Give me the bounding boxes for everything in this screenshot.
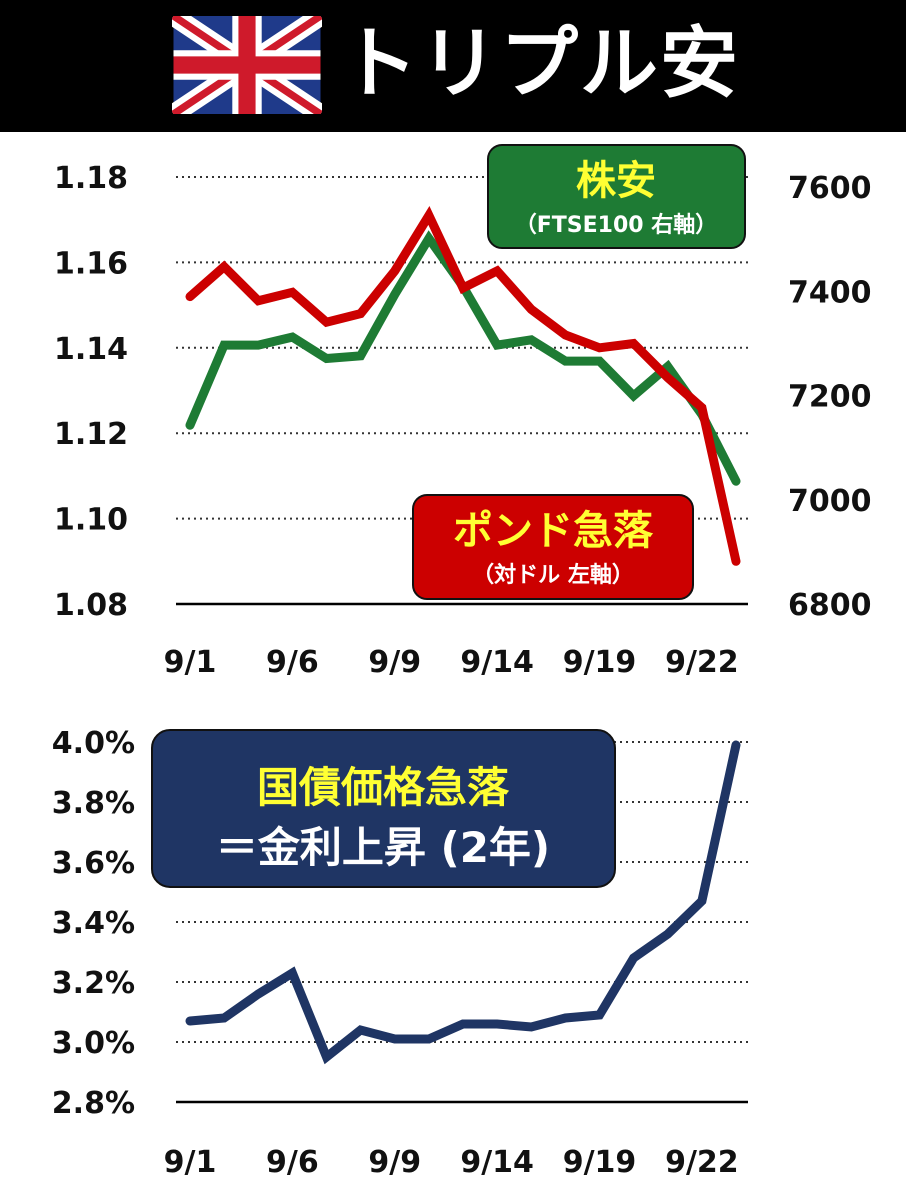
- pound-label-title: ポンド急落: [453, 508, 654, 554]
- x-tick-label: 9/1: [164, 645, 217, 680]
- x-tick-label: 9/9: [368, 645, 421, 680]
- y-tick-label: 4.0%: [52, 726, 135, 761]
- x-tick-label: 9/22: [665, 1145, 739, 1180]
- y-right-tick-label: 6800: [788, 588, 872, 623]
- y-left-tick-label: 1.14: [54, 332, 128, 367]
- y-tick-label: 3.8%: [52, 786, 135, 821]
- x-tick-label: 9/6: [266, 645, 319, 680]
- header-bar: トリプル安: [0, 0, 906, 132]
- y-left-tick-label: 1.18: [54, 161, 128, 196]
- y-tick-label: 3.6%: [52, 846, 135, 881]
- y-tick-label: 3.4%: [52, 906, 135, 941]
- x-tick-label: 9/6: [266, 1145, 319, 1180]
- y-tick-label: 3.0%: [52, 1026, 135, 1061]
- yield-label-line1: 国債価格急落: [257, 763, 510, 812]
- pound-label-sub: （対ドル 左軸）: [472, 562, 634, 588]
- pound-label-box: [412, 494, 694, 600]
- y-right-tick-label: 7000: [788, 484, 872, 519]
- stocks-label-box: [487, 144, 746, 249]
- stocks-label-title: 株安: [576, 158, 656, 204]
- y-right-tick-label: 7200: [788, 380, 872, 415]
- x-tick-label: 9/9: [368, 1145, 421, 1180]
- y-left-tick-label: 1.16: [54, 246, 128, 281]
- page-title: トリプル安: [340, 19, 741, 109]
- x-tick-label: 9/1: [164, 1145, 217, 1180]
- x-tick-label: 9/14: [460, 1145, 534, 1180]
- yield-label-line2: ＝金利上昇 (2年): [216, 823, 550, 872]
- y-left-tick-label: 1.12: [54, 417, 128, 452]
- yield-label-box: [151, 729, 616, 888]
- x-tick-label: 9/14: [460, 645, 534, 680]
- x-tick-label: 9/19: [563, 1145, 637, 1180]
- y-tick-label: 3.2%: [52, 966, 135, 1001]
- top-chart: 1.18 1.16 1.14 1.12 1.10 1.08 7600 7400 7200 7000…: [54, 144, 872, 680]
- y-left-tick-label: 1.08: [54, 588, 128, 623]
- y-right-tick-label: 7600: [788, 171, 872, 206]
- y-right-tick-label: 7400: [788, 275, 872, 310]
- x-tick-label: 9/22: [665, 645, 739, 680]
- stocks-label-sub: （FTSE100 右軸）: [515, 212, 718, 238]
- x-tick-label: 9/19: [563, 645, 637, 680]
- bottom-chart: 4.0% 3.8% 3.6% 3.4% 3.2% 3.0% 2.8% 9/1 9/6 9/9 9/1…: [52, 726, 748, 1180]
- y-tick-label: 2.8%: [52, 1086, 135, 1121]
- y-left-tick-label: 1.10: [54, 503, 128, 538]
- uk-flag-icon: [172, 16, 322, 114]
